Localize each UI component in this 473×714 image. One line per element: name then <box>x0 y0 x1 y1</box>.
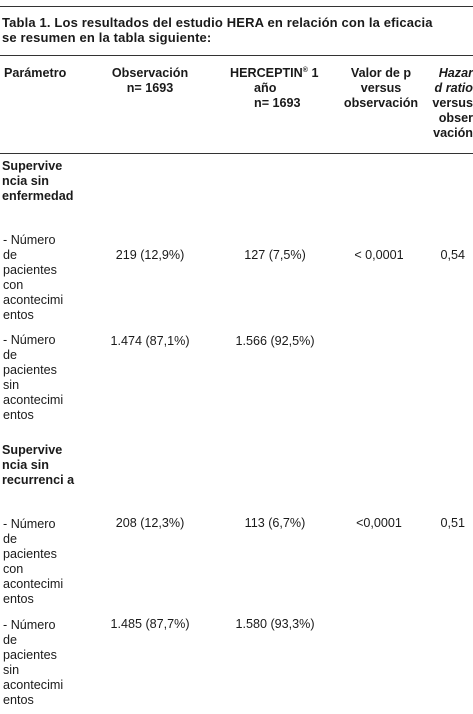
header-hr-line5: vación <box>433 126 473 140</box>
cell-pvalue: <0,0001 <box>356 516 402 530</box>
header-hazard-ratio: Hazar d ratio versus obser vación <box>420 66 473 141</box>
row-label: - Número de pacientes con acontecimi ent… <box>3 517 64 606</box>
cell-hazard-ratio: 0,54 <box>440 248 465 262</box>
registered-mark: ® <box>302 67 308 74</box>
header-hr-line1: Hazar <box>438 66 473 80</box>
caption-rule <box>0 55 473 56</box>
section-title-dfs: Supervive ncia sin enfermedad <box>2 159 74 203</box>
cell-observacion: 1.474 (87,1%) <box>110 334 190 348</box>
cell-observacion: 1.485 (87,7%) <box>110 617 190 631</box>
header-pvalue: Valor de p versus observación <box>337 66 425 111</box>
cell-herceptin: 1.566 (92,5%) <box>235 334 315 348</box>
section-title-rfs: Supervive ncia sin recurrenci a <box>2 443 75 487</box>
cell-observacion: 219 (12,9%) <box>115 248 185 262</box>
header-herceptin-line3: n= 1693 <box>254 96 301 110</box>
cell-herceptin: 113 (6,7%) <box>244 516 306 530</box>
header-observacion: Observación n= 1693 <box>100 66 200 96</box>
row-label: - Número de pacientes sin acontecimi ent… <box>3 333 64 422</box>
table-caption-line2: se resumen en la tabla siguiente: <box>2 30 212 45</box>
header-hr-line2: d ratio <box>434 81 473 95</box>
cell-herceptin: 127 (7,5%) <box>244 248 306 262</box>
header-pvalue-line2: versus <box>360 81 402 95</box>
row-label: - Número de pacientes con acontecimi ent… <box>3 233 64 322</box>
header-pvalue-line1: Valor de p <box>350 66 412 80</box>
cell-pvalue: < 0,0001 <box>354 248 404 262</box>
header-herceptin-line1: HERCEPTIN® 1 <box>230 66 319 80</box>
row-label: - Número de pacientes sin acontecimi ent… <box>3 618 64 707</box>
cell-observacion: 208 (12,3%) <box>115 516 185 530</box>
header-herceptin: HERCEPTIN® 1 año n= 1693 <box>230 66 318 111</box>
cell-herceptin: 1.580 (93,3%) <box>235 617 315 631</box>
cell-hazard-ratio: 0,51 <box>440 516 465 530</box>
header-hr-line4: obser <box>438 111 473 125</box>
header-pvalue-line3: observación <box>343 96 419 110</box>
header-observacion-line1: Observación <box>111 66 189 80</box>
header-observacion-line2: n= 1693 <box>126 81 174 95</box>
header-herceptin-line2: año <box>254 81 277 95</box>
table-caption-line1: Tabla 1. Los resultados del estudio HERA… <box>2 15 433 30</box>
header-rule <box>0 153 473 154</box>
header-parametro: Parámetro <box>4 66 67 80</box>
top-rule <box>0 6 473 7</box>
header-hr-line3: versus <box>432 96 473 110</box>
